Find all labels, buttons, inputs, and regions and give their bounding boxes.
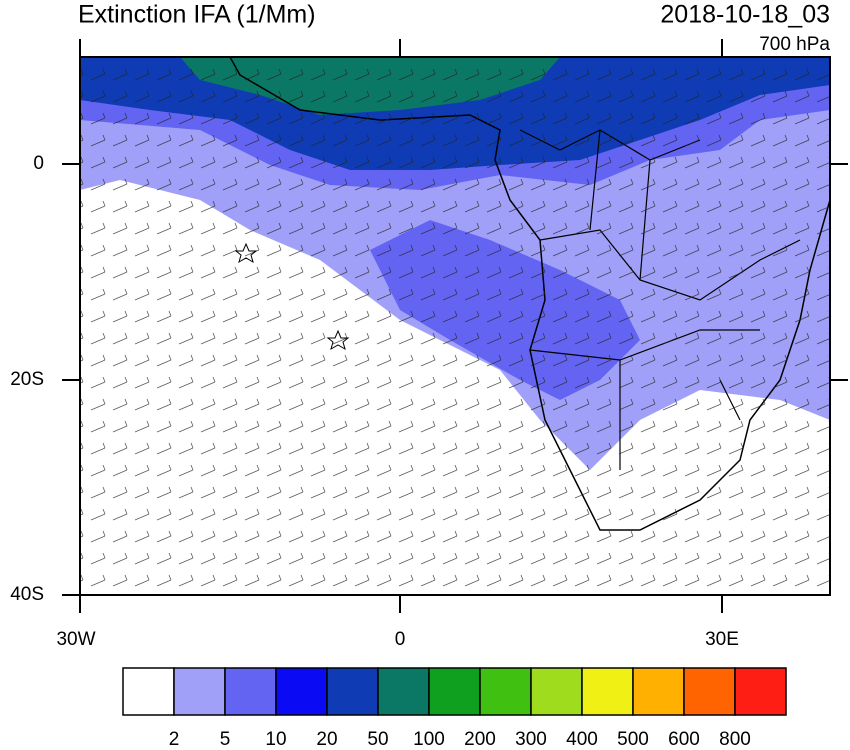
- colorbar-label: 200: [464, 729, 496, 750]
- map-frame: [79, 56, 831, 596]
- colorbar-label: 20: [316, 729, 337, 750]
- lon-label: 30E: [705, 629, 739, 650]
- level: 700 hPa: [759, 34, 830, 55]
- colorbar-label: 100: [413, 729, 445, 750]
- lat-label: 20S: [10, 369, 44, 390]
- colorbar-box: [377, 667, 430, 716]
- colorbar-label: 400: [566, 729, 598, 750]
- colorbar-box: [122, 667, 175, 716]
- colorbar-label: 2: [169, 729, 180, 750]
- colorbar-box: [173, 667, 226, 716]
- colorbar-box: [734, 667, 787, 716]
- axis-ticks: [62, 39, 848, 613]
- colorbar-box: [326, 667, 379, 716]
- colorbar-label: 600: [668, 729, 700, 750]
- colorbar-box: [275, 667, 328, 716]
- colorbar-box: [479, 667, 532, 716]
- colorbar-box: [428, 667, 481, 716]
- colorbar-box: [530, 667, 583, 716]
- lon-label: 30W: [56, 629, 95, 650]
- lat-label: 40S: [10, 584, 44, 605]
- colorbar-box: [581, 667, 634, 716]
- colorbar-label: 800: [719, 729, 751, 750]
- colorbar-box: [224, 667, 277, 716]
- colorbar-label: 500: [617, 729, 649, 750]
- colorbar-label: 10: [265, 729, 286, 750]
- title: Extinction IFA (1/Mm): [78, 1, 316, 29]
- colorbar: 2 5 10 20 50 100 200 300 400 500 600 800: [122, 667, 787, 750]
- colorbar-box: [632, 667, 685, 716]
- lon-label: 0: [395, 629, 406, 650]
- colorbar-label: 300: [515, 729, 547, 750]
- date: 2018-10-18_03: [660, 1, 830, 29]
- map-field: [80, 57, 830, 595]
- lat-label: 0: [33, 153, 44, 174]
- colorbar-box: [683, 667, 736, 716]
- colorbar-label: 50: [367, 729, 388, 750]
- colorbar-label: 5: [220, 729, 231, 750]
